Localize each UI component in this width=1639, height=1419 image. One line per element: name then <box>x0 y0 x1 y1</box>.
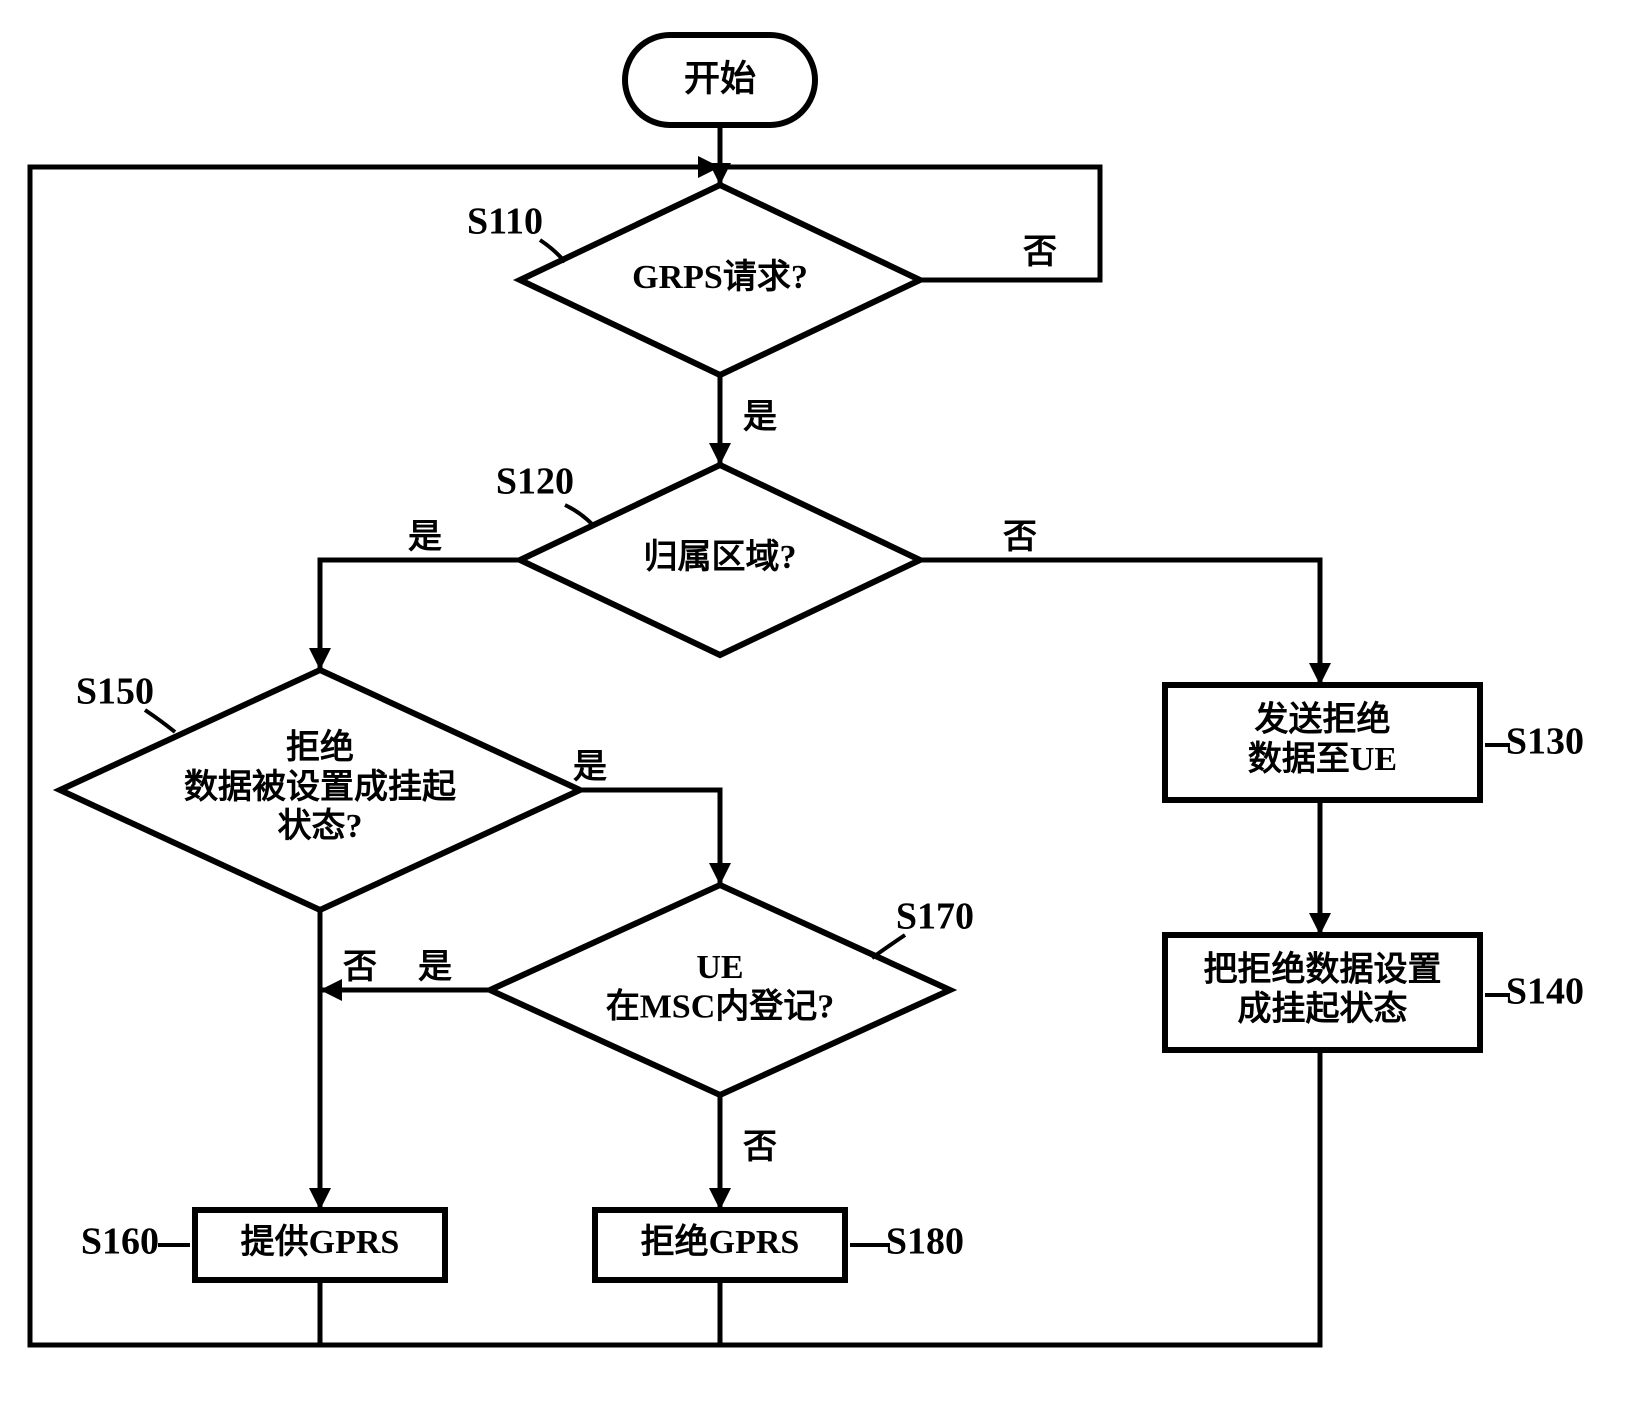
edge-e-s150-yes <box>580 790 720 885</box>
arrowhead <box>1309 913 1331 935</box>
edge-label-e-s110-no: 否 <box>1023 234 1057 271</box>
step-label-S120: S120 <box>496 461 574 503</box>
flowchart-canvas: 是否是否否是是否开始GRPS请求?归属区域?拒绝数据被设置成挂起状态?UE在MS… <box>0 0 1639 1419</box>
step-connector-S110 <box>540 240 565 262</box>
process-label-S160-0: 提供GPRS <box>241 1223 400 1261</box>
decision-label-S150-0: 拒绝 <box>286 728 354 767</box>
step-label-S130: S130 <box>1506 721 1584 763</box>
arrowhead <box>709 863 731 885</box>
edge-label-e-s170-no: 否 <box>743 1129 777 1166</box>
decision-label-S120-0: 归属区域? <box>644 538 797 576</box>
step-label-S180: S180 <box>886 1221 964 1263</box>
process-label-S180-0: 拒绝GPRS <box>641 1222 800 1261</box>
edge-e-s120-no <box>920 560 1320 685</box>
process-label-S140-1: 成挂起状态 <box>1238 990 1408 1028</box>
decision-label-S170-1: 在MSC内登记? <box>606 987 835 1025</box>
step-label-S170: S170 <box>896 896 974 938</box>
step-label-S110: S110 <box>467 201 543 243</box>
process-label-S130-0: 发送拒绝 <box>1255 700 1391 739</box>
arrowhead <box>309 1188 331 1210</box>
edge-e-s120-yes <box>320 560 520 670</box>
decision-label-S170-0: UE <box>696 949 743 986</box>
decision-label-S110-0: GRPS请求? <box>632 258 808 296</box>
step-label-S150: S150 <box>76 671 154 713</box>
edge-label-e-s120-no: 否 <box>1003 519 1037 556</box>
step-label-S140: S140 <box>1506 971 1584 1013</box>
start-label: 开始 <box>684 58 756 98</box>
edge-label-e-s150-yes: 是 <box>573 749 607 786</box>
step-label-S160: S160 <box>81 1221 159 1263</box>
edge-label-e-s120-yes: 是 <box>408 519 442 556</box>
decision-label-S150-1: 数据被设置成挂起 <box>184 768 457 806</box>
step-connector-S150 <box>145 710 175 732</box>
step-connector-S170 <box>872 935 905 958</box>
edge-label-e-s110-yes: 是 <box>743 399 777 436</box>
arrowhead <box>320 979 342 1001</box>
step-connector-S120 <box>565 505 593 525</box>
edge-label-e-s170-yes: 是 <box>418 949 452 986</box>
edge-label-e-s150-no: 否 <box>343 949 377 986</box>
decision-label-S150-2: 状态? <box>278 807 363 845</box>
arrowhead <box>1309 663 1331 685</box>
arrowhead <box>709 1188 731 1210</box>
process-label-S130-1: 数据至UE <box>1248 740 1397 778</box>
process-label-S140-0: 把拒绝数据设置 <box>1204 950 1442 989</box>
